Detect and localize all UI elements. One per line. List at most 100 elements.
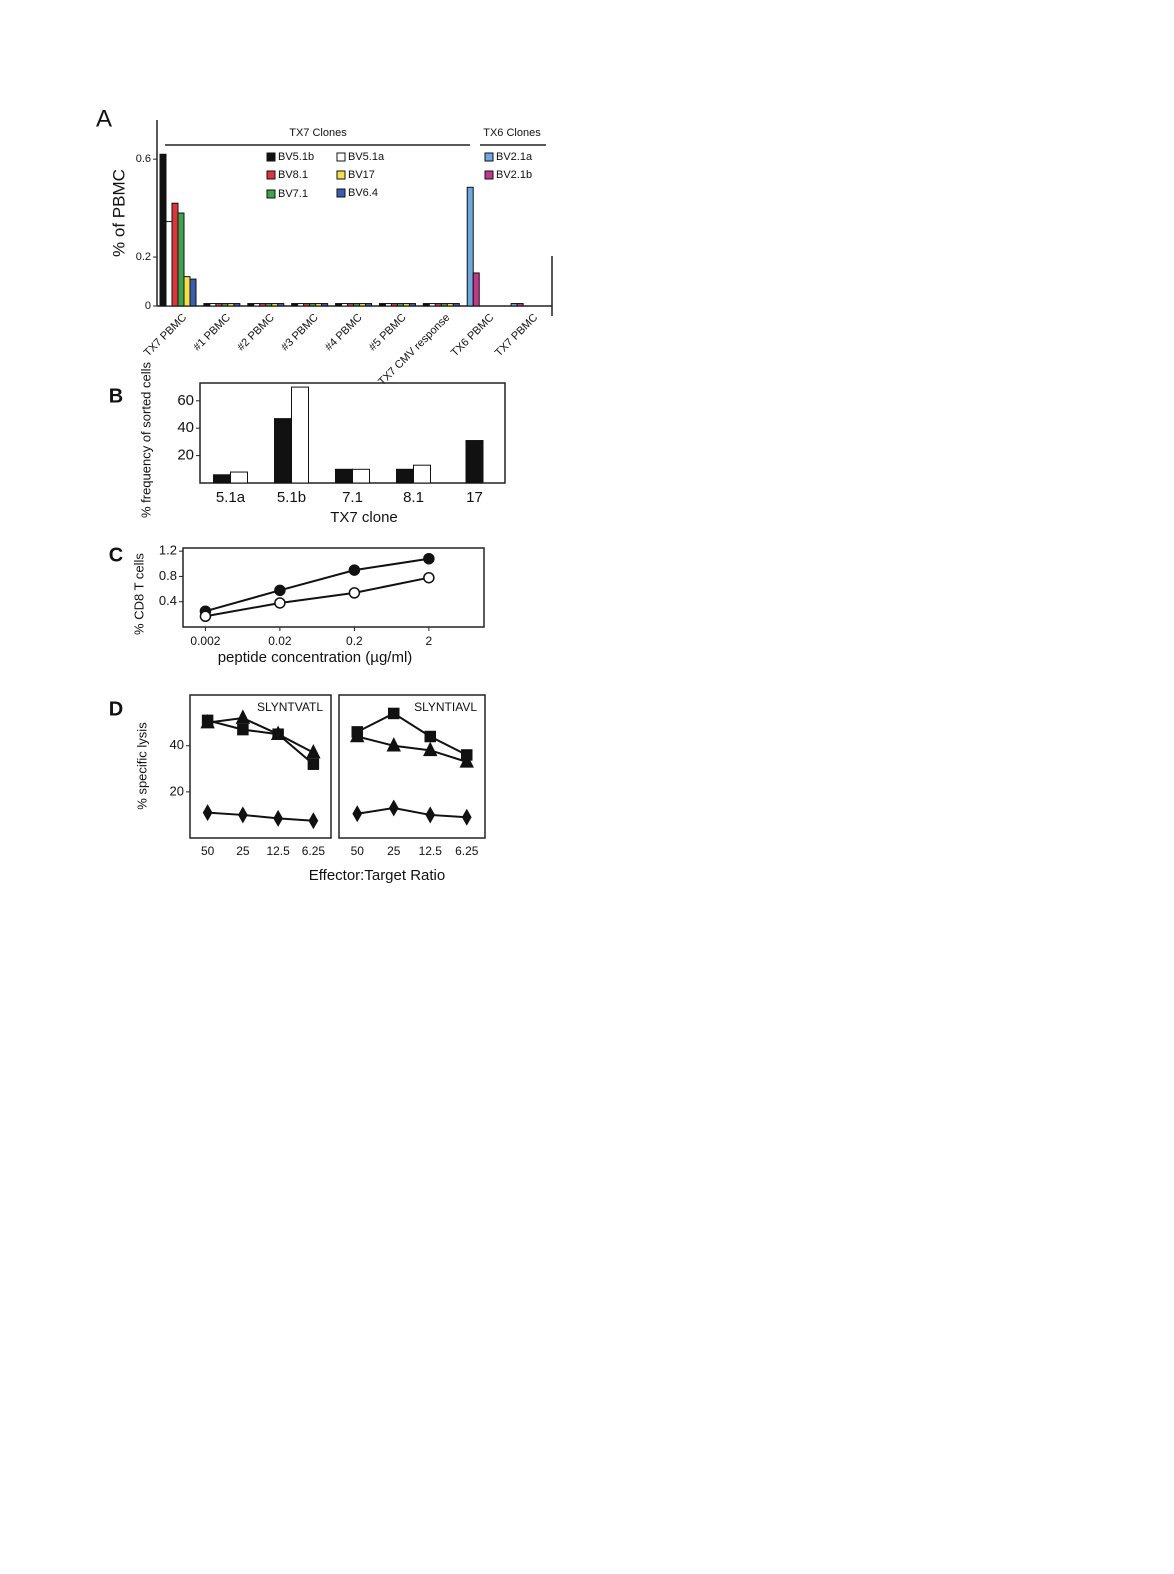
x-tick-label: TX7 PBMC xyxy=(142,312,189,359)
y-tick-label: 0.8 xyxy=(159,568,177,583)
panel-title: SLYNTIAVL xyxy=(414,700,477,714)
marker xyxy=(348,587,361,599)
y-axis-label: % specific lysis xyxy=(134,722,149,810)
bar xyxy=(341,303,349,307)
y-tick-label: 40 xyxy=(170,737,184,752)
x-tick-label: 5.1a xyxy=(216,489,246,506)
legend-swatch xyxy=(266,189,276,199)
bar xyxy=(402,303,410,307)
bar xyxy=(247,303,255,307)
series-line xyxy=(357,735,468,763)
marker xyxy=(238,806,248,824)
marker xyxy=(308,812,319,830)
bar xyxy=(321,303,329,307)
legend-swatch xyxy=(336,188,346,198)
bar xyxy=(227,303,235,307)
marker xyxy=(459,753,474,768)
marker xyxy=(202,804,213,822)
legend-swatch xyxy=(266,170,276,180)
bar xyxy=(396,303,404,307)
bar xyxy=(378,303,386,307)
plot-frame xyxy=(338,694,486,839)
x-tick-label: 8.1 xyxy=(403,489,424,506)
group-label: TX7 Clones xyxy=(289,127,347,139)
marker xyxy=(388,799,399,817)
bar xyxy=(303,303,311,307)
series-line xyxy=(205,557,430,613)
legend-swatch xyxy=(484,170,494,180)
bar xyxy=(396,468,414,484)
marker xyxy=(423,571,435,584)
legend-label: BV8.1 xyxy=(278,169,308,181)
bar xyxy=(359,303,367,307)
x-tick-label: #4 PBMC xyxy=(323,312,365,354)
bar xyxy=(291,386,309,484)
x-tick-label: 25 xyxy=(387,844,401,858)
marker xyxy=(270,725,286,740)
x-tick-label: 0.002 xyxy=(190,634,220,648)
bar xyxy=(472,272,480,307)
marker xyxy=(274,597,286,609)
series-line xyxy=(357,807,467,819)
x-tick-label: TX7 PBMC xyxy=(493,312,540,359)
bar xyxy=(384,303,392,307)
bar xyxy=(189,278,197,307)
legend-label: BV5.1b xyxy=(278,151,314,163)
bar xyxy=(434,303,442,307)
series-line xyxy=(207,719,315,765)
marker xyxy=(423,552,435,565)
marker xyxy=(273,809,283,827)
bar xyxy=(465,440,484,484)
panel-label: C xyxy=(109,544,123,566)
panel-label: D xyxy=(109,698,123,720)
bar xyxy=(209,303,217,307)
x-tick-label: 12.5 xyxy=(266,844,290,858)
marker xyxy=(199,610,212,623)
bar xyxy=(259,303,267,307)
panel-label: A xyxy=(96,105,112,132)
bar xyxy=(315,303,323,307)
marker xyxy=(386,737,401,752)
plot-frame xyxy=(182,547,485,628)
x-tick-label: 7.1 xyxy=(342,489,363,506)
y-tick-label: 1.2 xyxy=(159,543,177,558)
series-line xyxy=(205,576,430,618)
bar xyxy=(230,471,248,484)
marker xyxy=(424,730,436,743)
marker xyxy=(425,806,436,824)
marker xyxy=(237,723,249,736)
bar xyxy=(171,202,179,307)
x-axis-label: TX7 clone xyxy=(330,509,398,526)
legend-label: BV7.1 xyxy=(278,188,308,200)
bar xyxy=(413,464,431,484)
bar xyxy=(265,303,273,307)
bar xyxy=(408,303,416,307)
marker xyxy=(388,707,400,720)
bar xyxy=(390,303,398,307)
series-line xyxy=(207,811,314,822)
bar xyxy=(422,303,430,307)
bar xyxy=(203,303,211,307)
bar xyxy=(446,303,454,307)
x-axis-label: Effector:Target Ratio xyxy=(309,867,445,884)
y-tick-label: 20 xyxy=(177,447,194,464)
bar xyxy=(428,303,436,307)
legend-label: BV5.1a xyxy=(348,151,385,163)
y-tick-label: 20 xyxy=(170,783,184,798)
panel-label: B xyxy=(109,385,123,407)
marker xyxy=(352,805,363,823)
bar xyxy=(159,153,167,307)
x-tick-label: TX6 PBMC xyxy=(449,312,496,359)
plot-frame xyxy=(199,382,506,484)
bar xyxy=(347,303,355,307)
legend-swatch xyxy=(484,152,494,162)
y-tick-label: 0.6 xyxy=(136,153,151,165)
y-tick-label: 0.2 xyxy=(136,251,151,263)
group-label: TX6 Clones xyxy=(483,127,541,139)
bar xyxy=(233,303,241,307)
x-axis-label: peptide concentration (µg/ml) xyxy=(218,649,413,666)
x-tick-label: 50 xyxy=(201,844,215,858)
marker xyxy=(348,564,361,576)
x-tick-label: #1 PBMC xyxy=(191,312,233,354)
